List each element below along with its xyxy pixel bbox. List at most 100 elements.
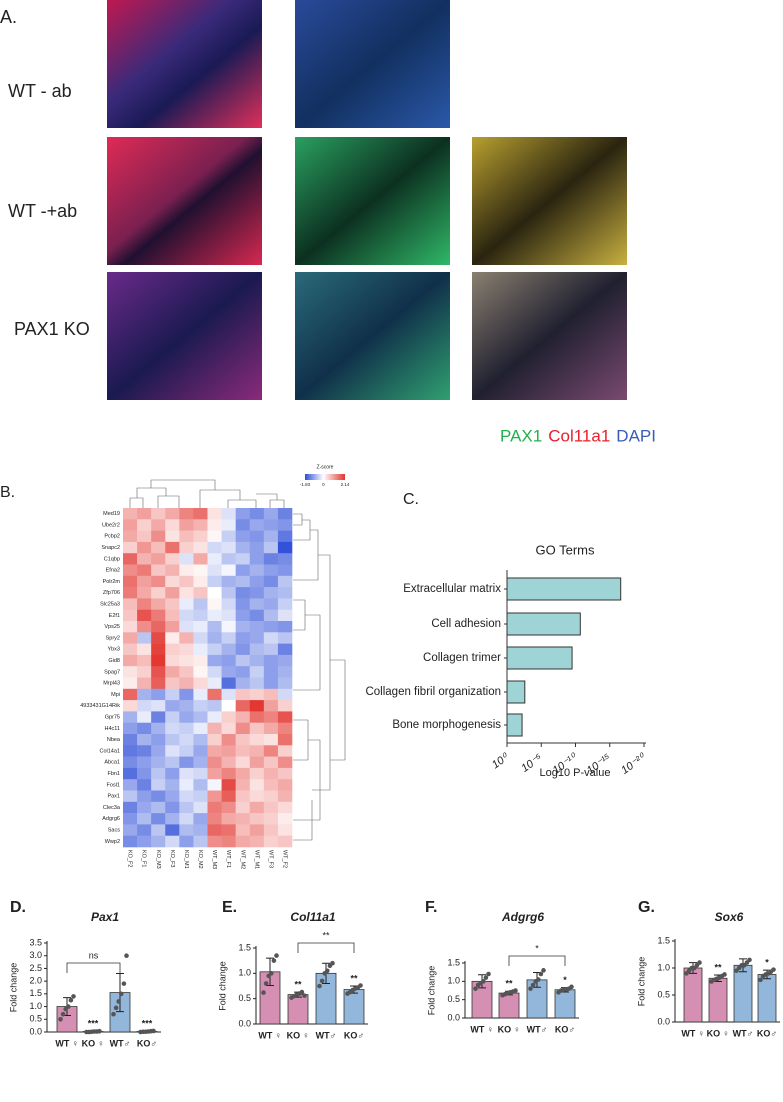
- x-tick-label: KO ♀: [287, 1030, 310, 1040]
- heat-cell: [193, 677, 208, 690]
- heat-cell: [165, 598, 180, 610]
- heat-cell: [165, 801, 180, 814]
- data-point: [121, 981, 127, 986]
- heat-cell: [123, 824, 138, 836]
- heat-cell: [193, 598, 208, 610]
- heat-cell: [263, 632, 279, 644]
- bar: [506, 680, 526, 704]
- heat-cell: [193, 632, 208, 644]
- heat-cell: [137, 508, 152, 520]
- legend-label: PAX1: [500, 426, 542, 445]
- heat-cell: [193, 553, 208, 565]
- heat-cell: [263, 711, 279, 723]
- significance: **: [714, 962, 722, 972]
- heat-cell: [207, 530, 222, 543]
- heat-cell: [165, 666, 180, 678]
- heat-cell: [123, 813, 138, 825]
- heat-cell: [207, 609, 222, 622]
- category-label: Collagen trimer: [423, 652, 501, 664]
- heat-cell: [193, 609, 208, 622]
- heat-cell: [207, 643, 222, 656]
- x-tick-label: WT♂: [316, 1030, 337, 1040]
- row-label: Spry2: [106, 635, 120, 641]
- heat-cell: [263, 519, 279, 531]
- data-point: [113, 1005, 119, 1011]
- heat-cell: [165, 541, 180, 554]
- heat-cell: [277, 677, 293, 690]
- y-tick-label: 3.0: [29, 950, 42, 960]
- heat-cell: [165, 767, 180, 780]
- heat-cell: [123, 519, 138, 531]
- heat-cell: [151, 677, 166, 690]
- heat-cell: [249, 632, 265, 644]
- y-tick-label: 1.5: [447, 957, 460, 967]
- heat-cell: [193, 508, 208, 520]
- heat-cell: [207, 598, 222, 610]
- column-label: KO_F3: [169, 850, 175, 867]
- heat-cell: [151, 767, 166, 780]
- heat-cell: [221, 756, 236, 769]
- heat-cell: [165, 609, 180, 622]
- heat-cell: [221, 643, 236, 656]
- heat-cell: [165, 700, 180, 712]
- heat-cell: [151, 756, 166, 769]
- heat-cell: [263, 756, 279, 769]
- significance: **: [294, 979, 302, 989]
- heat-cell: [249, 643, 265, 656]
- heat-cell: [151, 609, 166, 622]
- heat-cell: [221, 835, 236, 848]
- row-label: Wwp2: [105, 839, 120, 845]
- y-axis-label: Fold change: [217, 961, 227, 1011]
- heat-cell: [137, 734, 152, 746]
- y-tick-label: 0.5: [238, 993, 251, 1003]
- micrograph: [472, 137, 627, 265]
- heat-cell: [151, 711, 166, 723]
- data-point: [261, 990, 266, 995]
- heat-cell: [263, 598, 279, 610]
- heat-cell: [123, 575, 138, 588]
- heat-cell: [165, 734, 180, 746]
- heat-cell: [165, 677, 180, 690]
- heat-cell: [123, 734, 138, 746]
- heat-cell: [235, 835, 251, 848]
- row-label: Clec3a: [103, 805, 121, 811]
- heat-cell: [235, 734, 251, 746]
- bar: [506, 713, 523, 737]
- heat-cell: [249, 654, 265, 667]
- heat-cell: [151, 700, 166, 712]
- data-point: [58, 1016, 63, 1022]
- heat-cell: [165, 688, 180, 701]
- heat-cell: [151, 745, 166, 757]
- heat-cell: [151, 575, 166, 588]
- micrograph: [472, 272, 627, 400]
- heat-cell: [235, 767, 251, 780]
- row-label: Pcbp2: [104, 534, 120, 540]
- heat-cell: [193, 711, 208, 723]
- heat-cell: [179, 779, 194, 791]
- data-point: [747, 957, 752, 963]
- row-label: WT - ab: [8, 81, 72, 101]
- heat-cell: [207, 700, 222, 712]
- heat-cell: [263, 587, 279, 599]
- data-point: [116, 999, 121, 1004]
- panel-label: A.: [0, 7, 17, 27]
- row-label: WT -+ab: [8, 201, 77, 221]
- row-label: PAX1 KO: [14, 319, 90, 339]
- heat-cell: [277, 756, 293, 769]
- category-label: Collagen fibril organization: [365, 686, 501, 698]
- heat-cell: [207, 654, 222, 667]
- data-point: [68, 997, 74, 1003]
- heat-cell: [235, 756, 251, 769]
- data-point: [758, 977, 763, 983]
- heat-cell: [263, 835, 279, 848]
- heat-cell: [165, 632, 180, 644]
- heat-cell: [277, 530, 293, 543]
- heat-cell: [221, 745, 236, 757]
- heat-cell: [137, 519, 152, 531]
- heat-cell: [221, 711, 236, 723]
- row-label: C1qbp: [104, 556, 120, 562]
- heat-cell: [277, 541, 293, 554]
- panel-label: E.: [222, 899, 237, 916]
- heat-cell: [263, 790, 279, 803]
- heat-cell: [123, 553, 138, 565]
